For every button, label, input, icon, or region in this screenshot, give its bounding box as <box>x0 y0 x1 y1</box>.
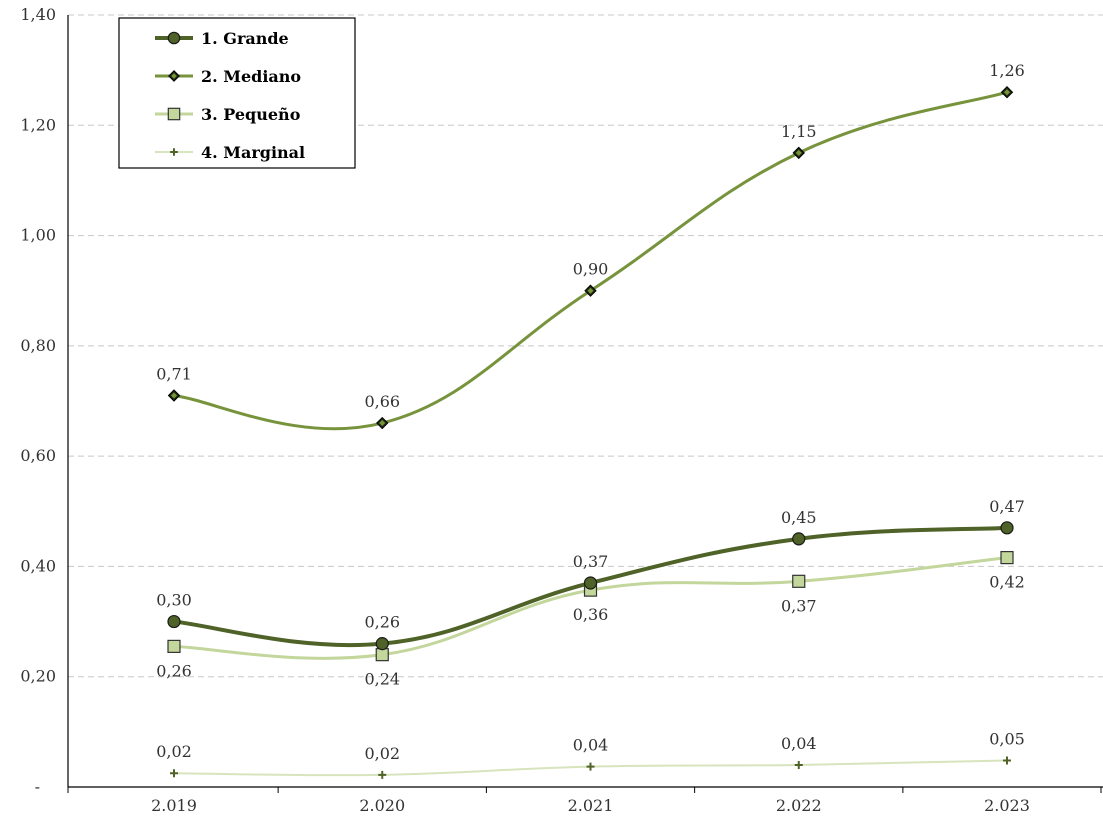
series-4 <box>170 756 1011 779</box>
x-tick-label: 2.020 <box>359 796 405 815</box>
data-label: 0,66 <box>364 392 400 411</box>
series-group <box>167 85 1014 779</box>
data-point-inner <box>379 420 386 427</box>
data-label: 0,36 <box>573 605 609 624</box>
y-tick-label: 1,40 <box>20 5 56 24</box>
data-point <box>1000 521 1014 535</box>
legend-item: 3. Pequeño <box>155 105 301 124</box>
data-label: 0,37 <box>573 552 609 571</box>
data-point <box>167 614 181 629</box>
data-label: 0,71 <box>156 364 192 383</box>
data-label: 0,30 <box>156 591 192 610</box>
data-label: 0,24 <box>364 670 400 689</box>
y-tick-label: 0,40 <box>20 556 56 575</box>
data-point <box>792 574 806 588</box>
legend-item: 2. Mediano <box>155 67 301 86</box>
data-labels: 0,02 0,02 0,04 0,04 0,05 0,26 0,24 0,36 0,37 0,42… <box>156 61 1025 763</box>
data-point <box>794 760 803 769</box>
series-2 <box>167 85 1014 431</box>
data-point <box>1000 551 1014 565</box>
data-point-inner <box>587 287 594 294</box>
data-label: 0,47 <box>989 497 1025 516</box>
data-label: 0,05 <box>989 730 1025 749</box>
series-3 <box>167 551 1014 662</box>
legend-label: 4. Marginal <box>201 143 305 162</box>
data-label: 1,15 <box>781 122 817 141</box>
data-point <box>1003 756 1011 765</box>
data-point-inner <box>795 149 802 156</box>
y-tick-label: 0,80 <box>20 336 56 355</box>
legend-label: 3. Pequeño <box>201 105 301 124</box>
data-point-inner <box>171 392 177 399</box>
y-tick-label: 0,20 <box>20 667 56 686</box>
data-label: 0,26 <box>364 613 400 632</box>
x-tick-label: 2.021 <box>568 796 614 815</box>
legend-marker <box>170 148 178 156</box>
data-point-inner <box>1004 89 1010 96</box>
legend-item: 4. Marginal <box>155 143 305 162</box>
x-tick-label: 2.022 <box>776 796 822 815</box>
data-label: 0,26 <box>156 661 192 680</box>
data-point <box>378 770 387 779</box>
legend-marker <box>167 31 181 45</box>
data-label: 0,02 <box>156 742 192 761</box>
data-label: 0,02 <box>364 744 400 763</box>
y-tick-label: - <box>35 777 40 796</box>
data-point <box>170 769 178 778</box>
data-label: 0,45 <box>781 508 817 527</box>
legend-marker <box>167 107 181 121</box>
legend: 1. Grande 2. Mediano 3. Pequeño 4. Marginal <box>118 17 356 169</box>
legend-box <box>118 17 356 169</box>
data-point <box>167 639 181 653</box>
data-point <box>583 576 598 590</box>
y-tick-label: 1,00 <box>20 226 56 245</box>
legend-marker-inner <box>171 73 177 79</box>
series-1 <box>167 521 1014 651</box>
axes: 0,20 0,40 0,60 0,80 1,00 1,20 1,40 - 2.019 2.020 2… <box>20 5 1103 815</box>
data-label: 0,90 <box>573 260 609 279</box>
legend-label: 1. Grande <box>201 29 289 48</box>
legend-item: 1. Grande <box>155 29 289 48</box>
data-label: 0,04 <box>573 736 609 755</box>
data-point <box>375 648 389 662</box>
data-point <box>375 637 389 651</box>
y-tick-label: 0,60 <box>20 446 56 465</box>
data-point <box>586 762 595 771</box>
x-tick-label: 2.019 <box>151 796 197 815</box>
data-label: 0,04 <box>781 734 817 753</box>
data-label: 1,26 <box>989 61 1025 80</box>
legend-label: 2. Mediano <box>201 67 301 86</box>
data-point <box>792 532 806 546</box>
data-label: 0,37 <box>781 596 817 615</box>
x-tick-label: 2.023 <box>984 796 1030 815</box>
data-label: 0,42 <box>989 573 1025 592</box>
y-tick-label: 1,20 <box>20 115 56 134</box>
